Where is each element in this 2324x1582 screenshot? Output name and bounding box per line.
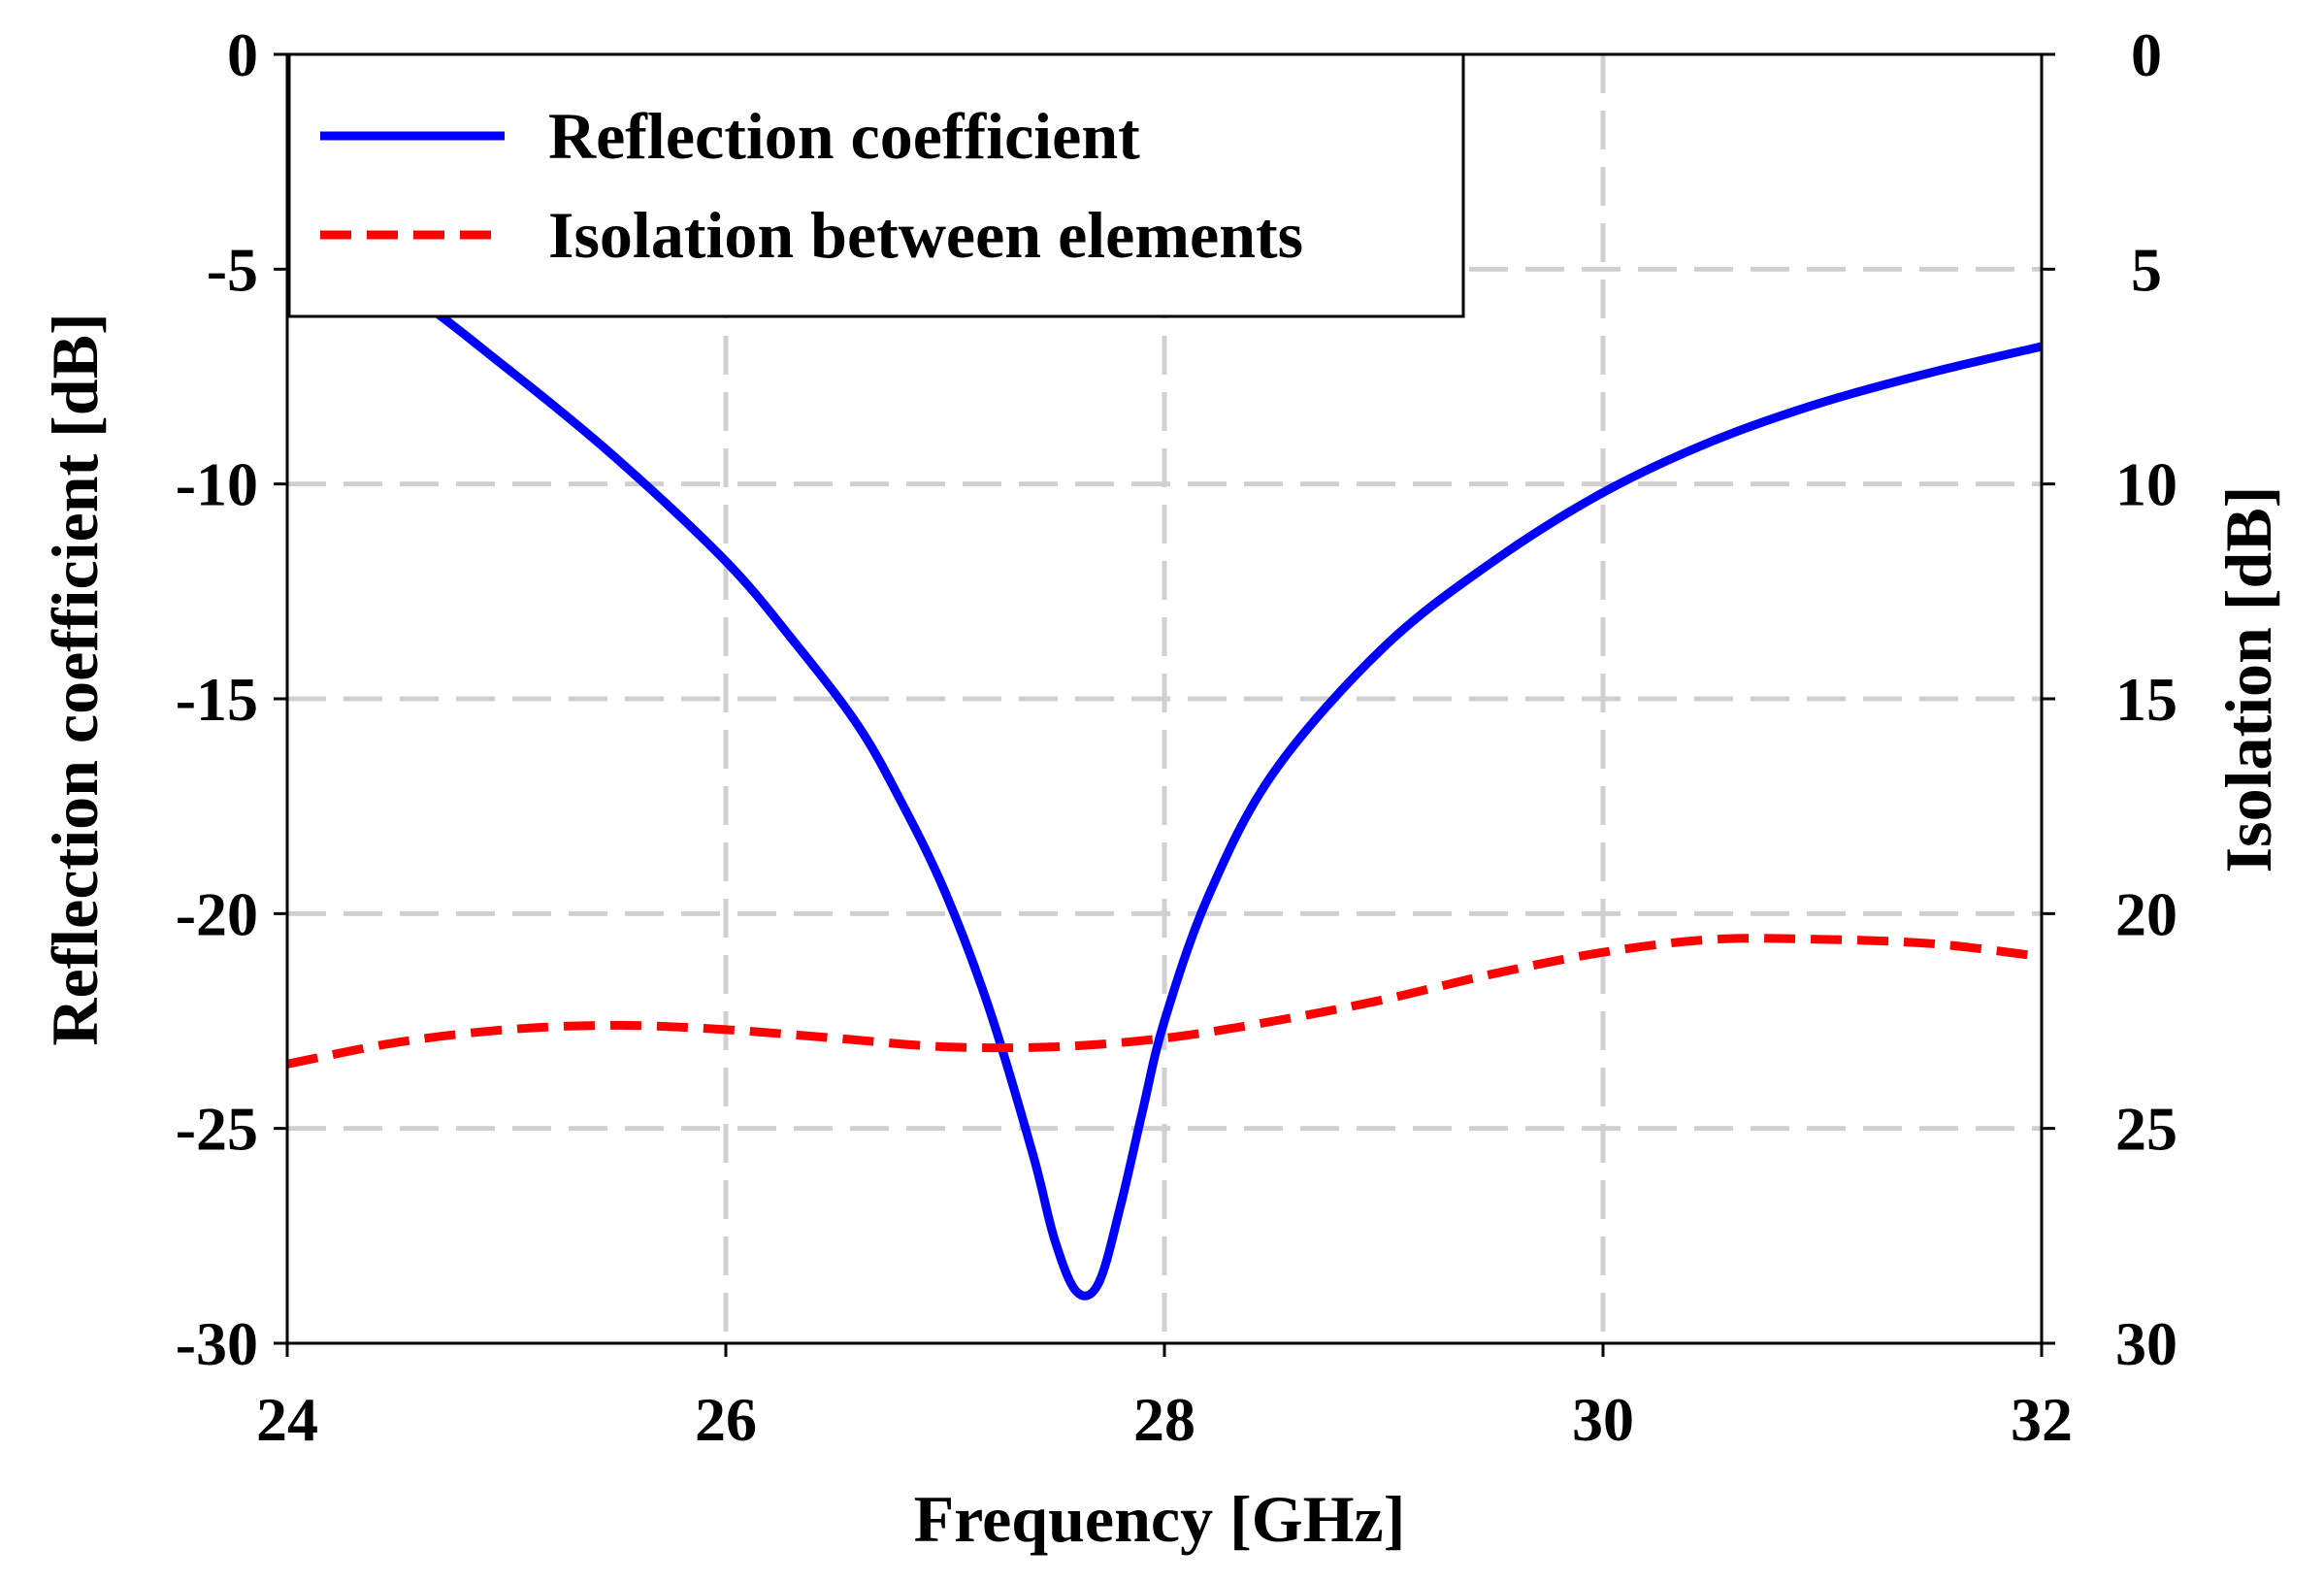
tick-labels: 24 26 28 30 32 0 -5 -10 -15 -20 -25 -30 0 5 10 15 20 25 30 [176, 20, 2177, 1454]
x-tick-label: 32 [2011, 1385, 2073, 1454]
series-line-reflection-coefficient [287, 235, 2042, 1301]
y-right-tick-label: 0 [2131, 20, 2162, 89]
y-left-tick-label: -15 [176, 665, 258, 734]
y-axis-right-title: Isolation [dB] [2211, 486, 2285, 873]
ticks [274, 52, 2055, 1357]
y-right-tick-label: 30 [2115, 1309, 2177, 1378]
legend-box [287, 52, 1465, 318]
series-layer [287, 235, 2042, 1301]
y-axis-left-title: Reflection coefficient [dB] [38, 313, 112, 1045]
y-left-tick-label: -5 [207, 235, 258, 304]
y-right-tick-label: 15 [2115, 665, 2177, 734]
legend-label-reflection-coefficient: Reflection coefficient [548, 99, 1140, 173]
y-left-tick-label: -25 [176, 1095, 258, 1164]
y-left-tick-label: -10 [176, 450, 258, 519]
series-line-isolation-between-elements [287, 934, 2042, 1069]
y-left-tick-label: -20 [176, 879, 258, 948]
legend: Reflection coefficient Isolation between… [287, 52, 1465, 318]
x-tick-label: 26 [695, 1385, 757, 1454]
y-right-tick-label: 10 [2115, 450, 2177, 519]
y-right-tick-label: 20 [2115, 879, 2177, 948]
x-tick-label: 30 [1572, 1385, 1634, 1454]
legend-label-isolation-between-elements: Isolation between elements [548, 198, 1303, 272]
y-right-tick-label: 25 [2115, 1095, 2177, 1164]
y-right-tick-label: 5 [2131, 235, 2162, 304]
x-tick-label: 24 [256, 1385, 318, 1454]
x-tick-label: 28 [1133, 1385, 1195, 1454]
x-axis-title: Frequency [GHz] [914, 1482, 1406, 1556]
y-left-tick-label: 0 [227, 20, 258, 89]
y-left-tick-label: -30 [176, 1309, 258, 1378]
